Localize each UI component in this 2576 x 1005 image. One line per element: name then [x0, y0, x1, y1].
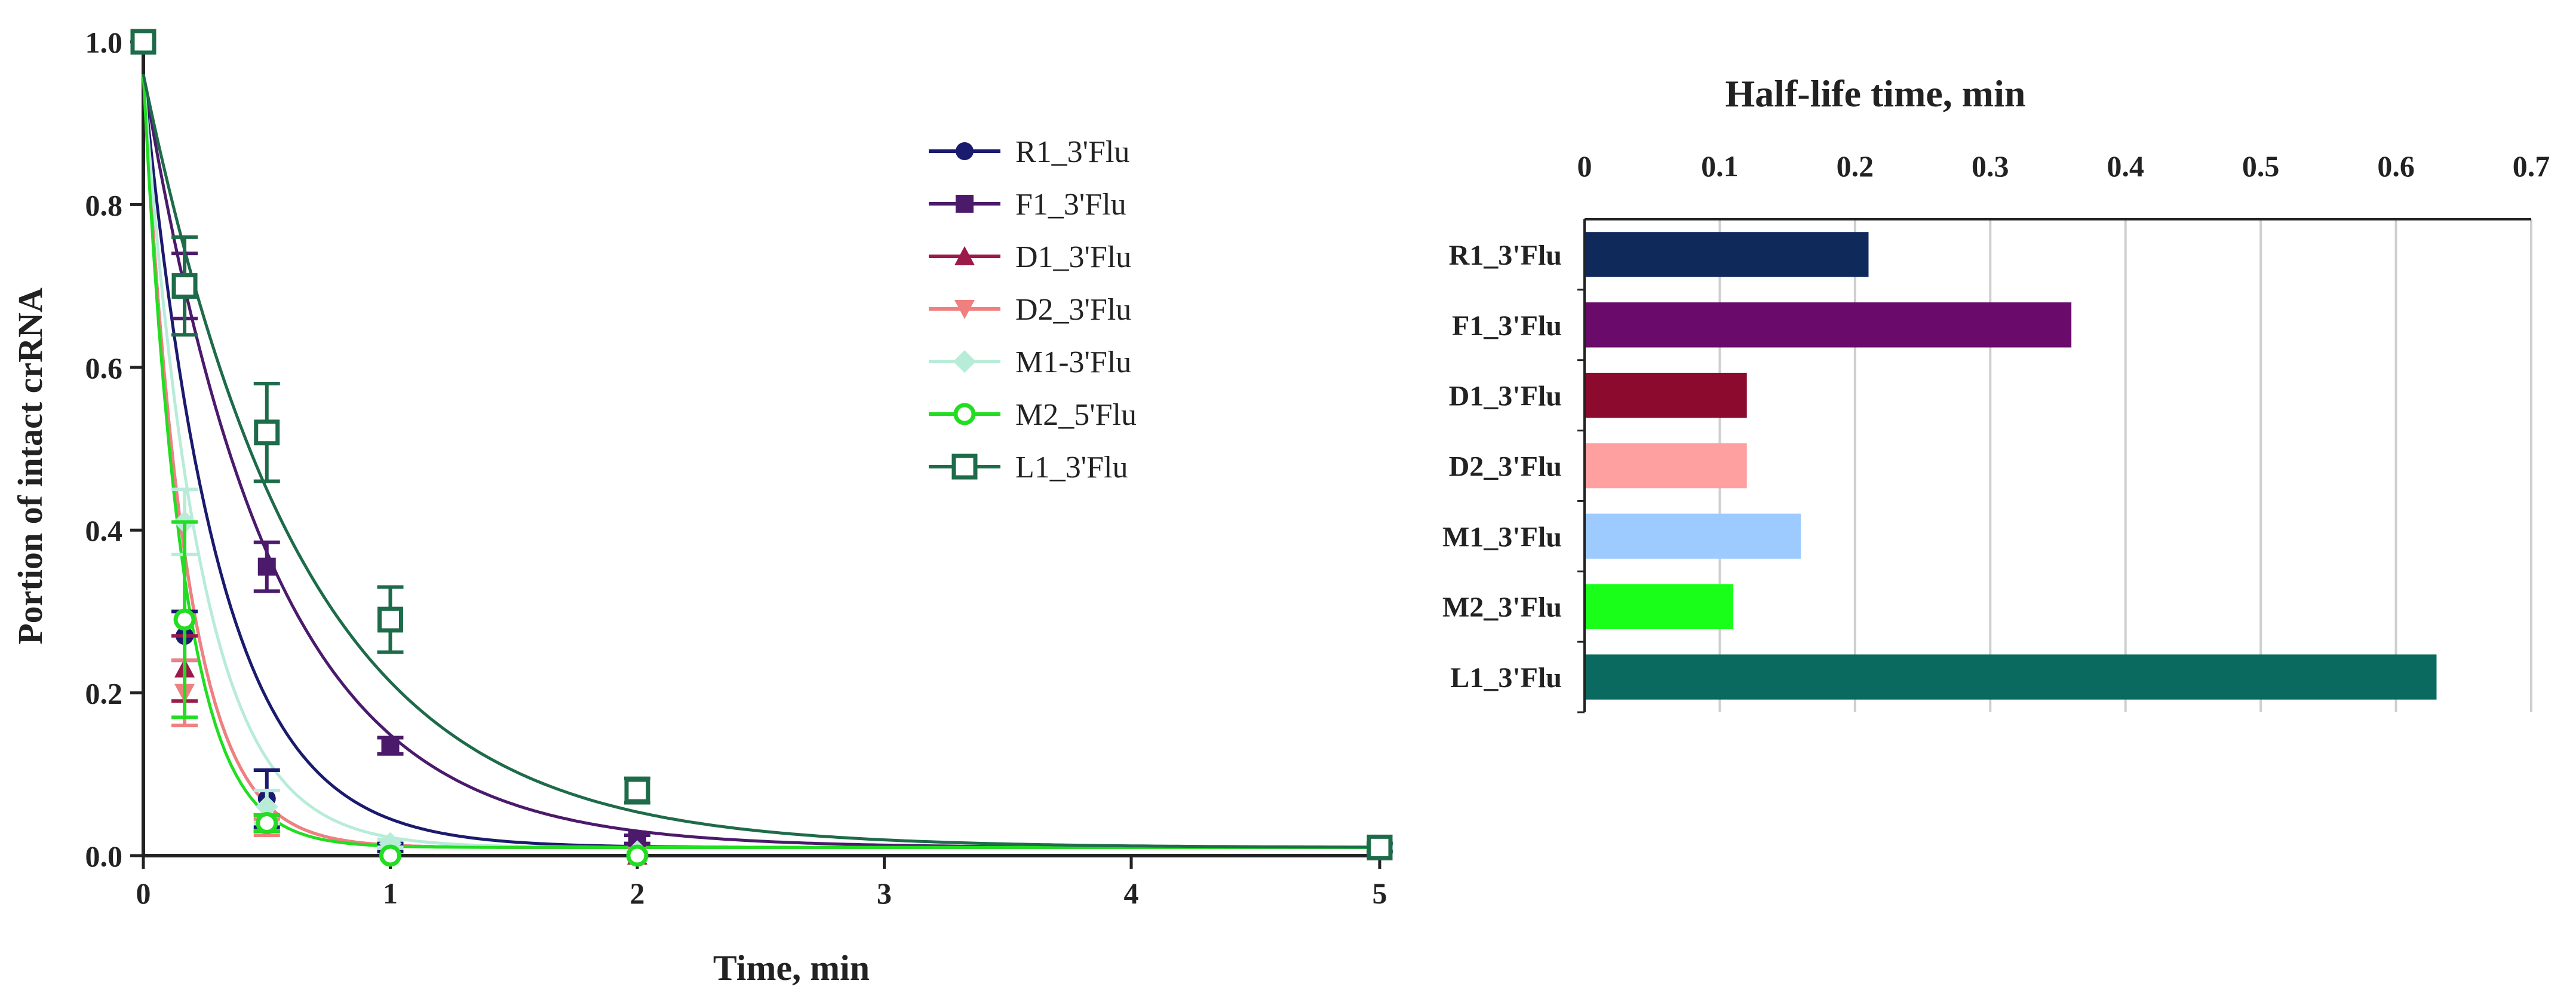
- data-point: [1367, 834, 1393, 860]
- x-tick-label: 0.5: [2242, 149, 2280, 183]
- bar: [1585, 513, 1801, 559]
- category-label: D1_3'Flu: [1449, 381, 1562, 412]
- legend-label: D1_3'Flu: [1015, 240, 1131, 274]
- data-point: [381, 737, 400, 755]
- y-tick-label: 0.0: [85, 839, 123, 873]
- bar: [1585, 443, 1747, 489]
- bar: [1585, 654, 2437, 700]
- y-tick-label: 0.6: [85, 351, 123, 385]
- x-tick-label: 0.1: [1701, 149, 1739, 183]
- bar: [1585, 232, 1869, 277]
- data-point: [953, 350, 976, 373]
- legend-label: L1_3'Flu: [1015, 451, 1128, 485]
- fit-curve: [142, 73, 1380, 849]
- category-label: M2_3'Flu: [1442, 592, 1562, 623]
- category-label: R1_3'Flu: [1449, 240, 1562, 271]
- legend-label: M2_5'Flu: [1015, 398, 1137, 432]
- data-point: [377, 606, 403, 633]
- data-point: [626, 844, 649, 867]
- data-point: [956, 142, 974, 160]
- data-point: [951, 454, 978, 480]
- fit-curve: [142, 74, 1380, 849]
- data-point: [953, 403, 976, 425]
- data-point: [956, 195, 974, 213]
- category-label: L1_3'Flu: [1450, 662, 1562, 694]
- x-tick-label: 0.3: [1972, 149, 2009, 183]
- bar: [1585, 584, 1734, 629]
- halflife-bar-chart: Half-life time, min 0 0.1 0.2 0.3 0.4 0.5 0.6 0…: [1442, 72, 2550, 713]
- data-point: [256, 812, 278, 835]
- y-axis-label: Portion of intact crRNA: [11, 287, 50, 645]
- data-point: [257, 557, 276, 576]
- y-tick-label: 0.4: [85, 514, 123, 547]
- data-point: [255, 795, 278, 819]
- data-point: [173, 608, 196, 631]
- legend-label: F1_3'Flu: [1015, 188, 1126, 222]
- x-tick-label: 1: [383, 877, 398, 910]
- data-point: [254, 419, 280, 446]
- x-tick-label: 4: [1124, 877, 1139, 910]
- decay-line-chart: 0.0 0.2 0.4 0.6 0.8 1.0 0 1 2 3 4 5 Time, min Porti…: [11, 26, 1393, 988]
- y-tick-label: 0.8: [85, 188, 123, 222]
- y-tick-label: 0.2: [85, 677, 123, 710]
- x-tick-label: 5: [1373, 877, 1387, 910]
- x-axis-label: Time, min: [713, 948, 870, 988]
- data-point: [379, 844, 401, 867]
- legend-label: R1_3'Flu: [1015, 135, 1129, 169]
- x-tick-label: 3: [877, 877, 892, 910]
- fit-curve: [142, 74, 1380, 849]
- legend-label: D2_3'Flu: [1015, 293, 1131, 327]
- fit-curve: [142, 74, 1380, 849]
- y-tick-label: 1.0: [85, 26, 123, 59]
- fit-curve: [142, 74, 1380, 849]
- bar: [1585, 372, 1747, 418]
- category-label: F1_3'Flu: [1452, 310, 1562, 342]
- x-tick-label: 0.2: [1837, 149, 1874, 183]
- x-tick-label: 0: [1577, 149, 1592, 183]
- data-point: [954, 300, 975, 319]
- data-point: [130, 29, 156, 55]
- legend-label: M1-3'Flu: [1015, 345, 1131, 379]
- data-point: [954, 246, 975, 265]
- category-label: M1_3'Flu: [1442, 521, 1562, 553]
- legend: R1_3'Flu F1_3'Flu D1_3'Flu D2_3'Flu M1-3'Flu…: [929, 135, 1137, 485]
- x-tick-label: 0.6: [2377, 149, 2415, 183]
- x-tick-label: 0.4: [2107, 149, 2144, 183]
- bar: [1585, 302, 2072, 348]
- x-tick-label: 0: [136, 877, 151, 910]
- fit-curve: [142, 74, 1380, 849]
- category-label: D2_3'Flu: [1449, 451, 1562, 483]
- x-tick-label: 2: [630, 877, 645, 910]
- data-point: [624, 777, 650, 804]
- chart-title: Half-life time, min: [1725, 72, 2026, 115]
- data-point: [171, 273, 198, 299]
- fit-curve: [142, 74, 1380, 849]
- x-tick-label: 0.7: [2513, 149, 2550, 183]
